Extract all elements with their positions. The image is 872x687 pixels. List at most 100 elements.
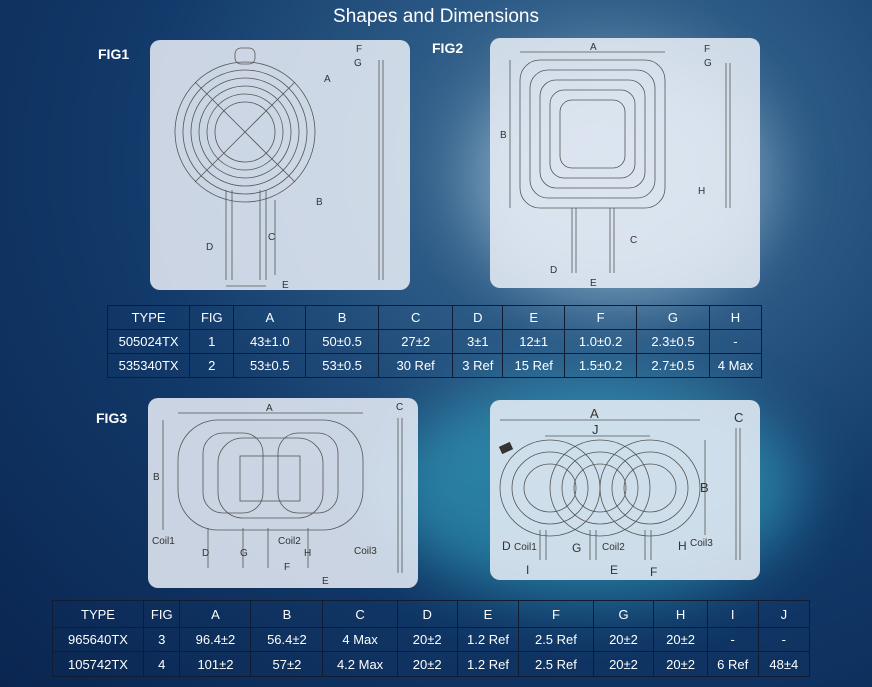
column-header: I [706,600,759,628]
dim-f-label: F [356,44,362,55]
dim-c-label: C [734,410,743,425]
coil2-label: Coil2 [278,536,301,547]
fig3-label: FIG3 [96,410,128,426]
coil3-label: Coil3 [354,546,377,557]
table-cell: 1 [189,329,235,354]
dim-c-label: C [268,232,275,243]
dim-b-label: B [153,472,160,483]
dim-h-label: H [698,186,705,197]
table-cell: 20±2 [653,651,708,677]
dim-g-label: G [354,58,362,69]
coil1-label: Coil1 [514,542,537,553]
table-cell: 27±2 [377,329,454,354]
dim-c-label: C [630,235,637,246]
column-header: H [708,305,763,330]
dim-f-label: F [284,562,290,573]
table-cell: 3 [142,627,181,652]
table-cell: 3±1 [452,329,504,354]
table-row: 105742TX 4 101±2 57±2 4.2 Max 20±2 1.2 Ref 2.5 … [52,651,811,677]
column-header: D [452,305,504,330]
table-cell: 3 Ref [452,353,504,378]
table-cell: 53±0.5 [233,353,307,378]
table-cell: 2.5 Ref [518,651,594,677]
dim-a-label: A [590,42,597,53]
column-header: J [757,600,811,628]
dim-d-label: D [202,548,209,559]
table-cell: 57±2 [250,651,324,677]
table-cell: 53±0.5 [305,353,379,378]
fig4-drawing: A J B C D Coil1 G Coil2 H Coil3 I E F [490,400,760,580]
column-header: B [305,305,379,330]
table-cell: 505024TX [106,329,191,354]
table-cell: 2 [189,353,235,378]
table-cell: 4 Max [708,353,763,378]
table-cell: 535340TX [106,353,191,378]
table-cell: 12±1 [502,329,566,354]
dim-j-label: J [592,422,599,437]
dim-h-label: H [678,539,687,553]
dim-a-label: A [266,403,273,414]
dim-e-label: E [610,563,618,577]
dim-d-label: D [206,242,213,253]
dim-b-label: B [500,130,507,141]
table-cell: 1.2 Ref [456,627,520,652]
fig2-label: FIG2 [432,40,464,56]
table-cell: 105742TX [52,651,144,677]
table-row: 505024TX 1 43±1.0 50±0.5 27±2 3±1 12±1 1.0±0.2 2… [106,329,763,354]
table-cell: 30 Ref [377,353,454,378]
table-cell: - [706,627,759,652]
fig2-drawing: A B C D E F G H [490,38,760,288]
dim-h-label: H [304,548,311,559]
spec-table-1: TYPE FIG A B C D E F G H 505024TX 1 43±1.0 50±0.5 27±2… [106,305,763,378]
column-header: E [456,600,520,628]
table-cell: 56.4±2 [250,627,324,652]
table-cell: - [708,329,763,354]
column-header: G [636,305,710,330]
table-cell: 4.2 Max [322,651,398,677]
column-header: A [179,600,252,628]
table-cell: 2.3±0.5 [636,329,710,354]
table-cell: 1.0±0.2 [564,329,638,354]
dim-f-label: F [704,44,710,55]
table-cell: 4 [142,651,181,677]
table-cell: 20±2 [592,627,655,652]
coil3-label: Coil3 [690,538,713,549]
table-cell: 2.7±0.5 [636,353,710,378]
table-cell: 6 Ref [706,651,759,677]
dim-e-label: E [590,278,597,288]
fig1-label: FIG1 [98,46,130,62]
column-header: FIG [142,600,181,628]
table-cell: 20±2 [592,651,655,677]
table-cell: 1.2 Ref [456,651,520,677]
column-header: C [322,600,398,628]
spec-table-2: TYPE FIG A B C D E F G H I J 965640TX 3 96.4±2 56.4±2 4 … [52,600,811,677]
dim-f-label: F [650,565,657,579]
table-header-row: TYPE FIG A B C D E F G H I J [52,600,811,628]
table-cell: 101±2 [179,651,252,677]
table-cell: 965640TX [52,627,144,652]
dim-b-label: B [316,197,323,208]
dim-i-label: I [526,563,529,577]
dim-e-label: E [282,280,289,290]
dim-g-label: G [240,548,248,559]
dim-g-label: G [704,58,712,69]
coil1-label: Coil1 [152,536,175,547]
table-cell: 20±2 [396,627,458,652]
column-header: B [250,600,324,628]
table-cell: 4 Max [322,627,398,652]
column-header: G [592,600,655,628]
column-header: D [396,600,458,628]
dim-a-label: A [324,74,331,85]
table-cell: 20±2 [396,651,458,677]
dim-b-label: B [700,480,709,495]
table-cell: 2.5 Ref [518,627,594,652]
column-header: C [377,305,454,330]
column-header: FIG [189,305,235,330]
dim-e-label: E [322,576,329,587]
fig3-drawing: A B C D E F G H Coil1 Coil2 Coil3 [148,398,418,588]
table-cell: 43±1.0 [233,329,307,354]
table-row: 965640TX 3 96.4±2 56.4±2 4 Max 20±2 1.2 Ref 2.5… [52,627,811,652]
table-cell: 96.4±2 [179,627,252,652]
dim-a-label: A [590,406,599,421]
